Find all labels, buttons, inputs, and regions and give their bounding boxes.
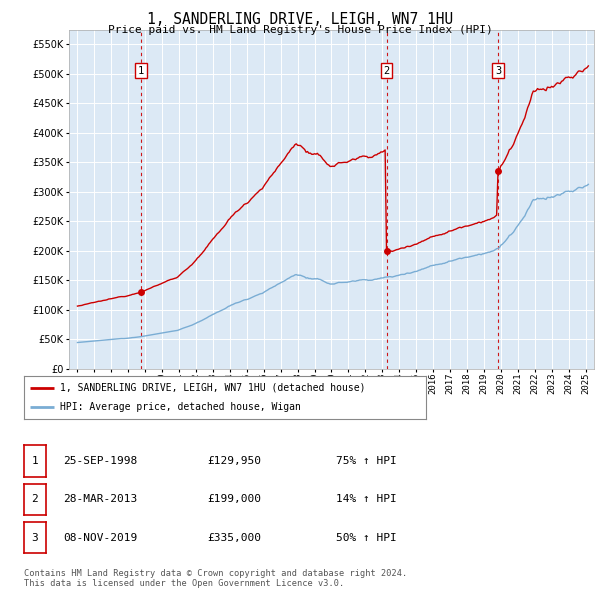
Text: 08-NOV-2019: 08-NOV-2019 [63, 533, 137, 543]
Text: 1, SANDERLING DRIVE, LEIGH, WN7 1HU: 1, SANDERLING DRIVE, LEIGH, WN7 1HU [147, 12, 453, 27]
Text: 50% ↑ HPI: 50% ↑ HPI [336, 533, 397, 543]
Text: 3: 3 [31, 533, 38, 543]
Text: 14% ↑ HPI: 14% ↑ HPI [336, 494, 397, 504]
Text: £129,950: £129,950 [207, 456, 261, 466]
Text: 25-SEP-1998: 25-SEP-1998 [63, 456, 137, 466]
Text: Price paid vs. HM Land Registry's House Price Index (HPI): Price paid vs. HM Land Registry's House … [107, 25, 493, 35]
Text: 28-MAR-2013: 28-MAR-2013 [63, 494, 137, 504]
Text: £335,000: £335,000 [207, 533, 261, 543]
Text: 3: 3 [495, 66, 501, 76]
Text: 75% ↑ HPI: 75% ↑ HPI [336, 456, 397, 466]
Text: 2: 2 [31, 494, 38, 504]
Text: 1: 1 [31, 456, 38, 466]
Text: £199,000: £199,000 [207, 494, 261, 504]
Text: 2: 2 [383, 66, 389, 76]
Text: Contains HM Land Registry data © Crown copyright and database right 2024.
This d: Contains HM Land Registry data © Crown c… [24, 569, 407, 588]
Text: HPI: Average price, detached house, Wigan: HPI: Average price, detached house, Wiga… [60, 402, 301, 412]
Text: 1: 1 [138, 66, 144, 76]
Text: 1, SANDERLING DRIVE, LEIGH, WN7 1HU (detached house): 1, SANDERLING DRIVE, LEIGH, WN7 1HU (det… [60, 383, 365, 393]
